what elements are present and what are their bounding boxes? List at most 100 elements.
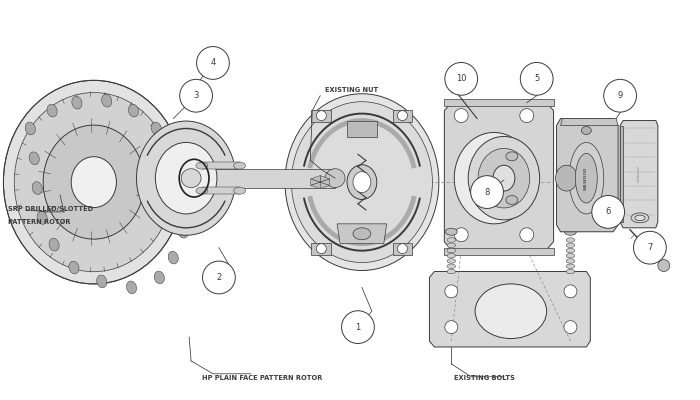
Ellipse shape bbox=[151, 122, 162, 135]
Polygon shape bbox=[169, 168, 204, 196]
Polygon shape bbox=[561, 118, 618, 126]
Ellipse shape bbox=[154, 271, 164, 284]
Circle shape bbox=[202, 261, 235, 294]
Polygon shape bbox=[556, 118, 618, 232]
Ellipse shape bbox=[37, 212, 47, 224]
Ellipse shape bbox=[468, 136, 540, 220]
Text: 3: 3 bbox=[193, 91, 199, 100]
Ellipse shape bbox=[155, 142, 217, 214]
Polygon shape bbox=[620, 126, 623, 222]
Circle shape bbox=[592, 196, 624, 228]
Circle shape bbox=[398, 244, 407, 254]
Ellipse shape bbox=[566, 269, 575, 274]
Ellipse shape bbox=[291, 102, 433, 262]
Text: 7: 7 bbox=[648, 243, 652, 252]
Polygon shape bbox=[191, 169, 335, 188]
Circle shape bbox=[520, 109, 533, 122]
Circle shape bbox=[454, 228, 468, 242]
Text: EXISTING NUT: EXISTING NUT bbox=[326, 87, 379, 93]
Ellipse shape bbox=[566, 238, 575, 242]
Ellipse shape bbox=[181, 198, 191, 211]
Ellipse shape bbox=[102, 94, 112, 107]
Ellipse shape bbox=[566, 243, 575, 248]
Ellipse shape bbox=[196, 162, 208, 169]
Ellipse shape bbox=[478, 148, 530, 208]
Ellipse shape bbox=[14, 92, 174, 272]
Ellipse shape bbox=[326, 169, 345, 188]
Polygon shape bbox=[320, 179, 330, 186]
Polygon shape bbox=[312, 110, 331, 122]
Polygon shape bbox=[311, 179, 320, 186]
Circle shape bbox=[444, 62, 477, 95]
Ellipse shape bbox=[582, 126, 591, 134]
Ellipse shape bbox=[447, 83, 455, 89]
Circle shape bbox=[564, 285, 577, 298]
Circle shape bbox=[634, 231, 666, 264]
Circle shape bbox=[444, 321, 458, 334]
Text: 9: 9 bbox=[617, 91, 623, 100]
Ellipse shape bbox=[71, 157, 116, 208]
Polygon shape bbox=[347, 120, 377, 138]
Polygon shape bbox=[444, 103, 554, 250]
Circle shape bbox=[454, 109, 468, 122]
Ellipse shape bbox=[564, 228, 576, 235]
Circle shape bbox=[398, 111, 407, 120]
Polygon shape bbox=[393, 110, 412, 122]
Text: 4: 4 bbox=[210, 58, 216, 68]
Ellipse shape bbox=[566, 248, 575, 253]
Text: 1: 1 bbox=[356, 323, 360, 332]
Ellipse shape bbox=[234, 162, 246, 169]
Ellipse shape bbox=[234, 187, 246, 194]
Circle shape bbox=[316, 244, 326, 254]
Circle shape bbox=[520, 228, 533, 242]
Ellipse shape bbox=[168, 146, 178, 159]
Ellipse shape bbox=[285, 94, 439, 270]
Ellipse shape bbox=[658, 260, 670, 272]
Ellipse shape bbox=[506, 152, 518, 161]
Polygon shape bbox=[444, 99, 554, 106]
Text: 6: 6 bbox=[606, 208, 611, 216]
Polygon shape bbox=[620, 120, 658, 228]
Text: WILWOOD: WILWOOD bbox=[584, 166, 588, 190]
Text: 5: 5 bbox=[534, 74, 539, 83]
Ellipse shape bbox=[447, 264, 456, 268]
Ellipse shape bbox=[49, 238, 59, 251]
Ellipse shape bbox=[136, 121, 236, 235]
Circle shape bbox=[520, 62, 553, 95]
Ellipse shape bbox=[631, 213, 649, 223]
Polygon shape bbox=[312, 243, 331, 254]
Ellipse shape bbox=[353, 172, 371, 192]
Ellipse shape bbox=[193, 168, 216, 196]
Polygon shape bbox=[320, 182, 330, 189]
Text: 8: 8 bbox=[484, 188, 490, 196]
Ellipse shape bbox=[447, 243, 456, 248]
Ellipse shape bbox=[447, 269, 456, 274]
Ellipse shape bbox=[353, 228, 371, 240]
Text: 2: 2 bbox=[216, 273, 221, 282]
Circle shape bbox=[197, 46, 230, 79]
Ellipse shape bbox=[47, 104, 57, 117]
Ellipse shape bbox=[575, 153, 597, 203]
Ellipse shape bbox=[127, 281, 136, 294]
Ellipse shape bbox=[159, 168, 181, 196]
Ellipse shape bbox=[168, 251, 178, 264]
Polygon shape bbox=[444, 248, 554, 255]
Ellipse shape bbox=[128, 104, 139, 117]
Ellipse shape bbox=[97, 275, 107, 288]
Ellipse shape bbox=[72, 96, 82, 109]
Polygon shape bbox=[311, 176, 320, 182]
Ellipse shape bbox=[25, 122, 35, 135]
Ellipse shape bbox=[566, 264, 575, 268]
Ellipse shape bbox=[347, 165, 377, 200]
Text: EXISTING BOLTS: EXISTING BOLTS bbox=[454, 375, 514, 381]
Ellipse shape bbox=[447, 259, 456, 263]
Ellipse shape bbox=[29, 152, 39, 165]
Ellipse shape bbox=[32, 182, 42, 194]
Ellipse shape bbox=[178, 226, 188, 238]
Circle shape bbox=[342, 311, 374, 344]
Text: PATTERN ROTOR: PATTERN ROTOR bbox=[8, 219, 71, 225]
Ellipse shape bbox=[566, 254, 575, 258]
Ellipse shape bbox=[635, 215, 645, 221]
Circle shape bbox=[316, 111, 326, 120]
Polygon shape bbox=[202, 187, 239, 194]
